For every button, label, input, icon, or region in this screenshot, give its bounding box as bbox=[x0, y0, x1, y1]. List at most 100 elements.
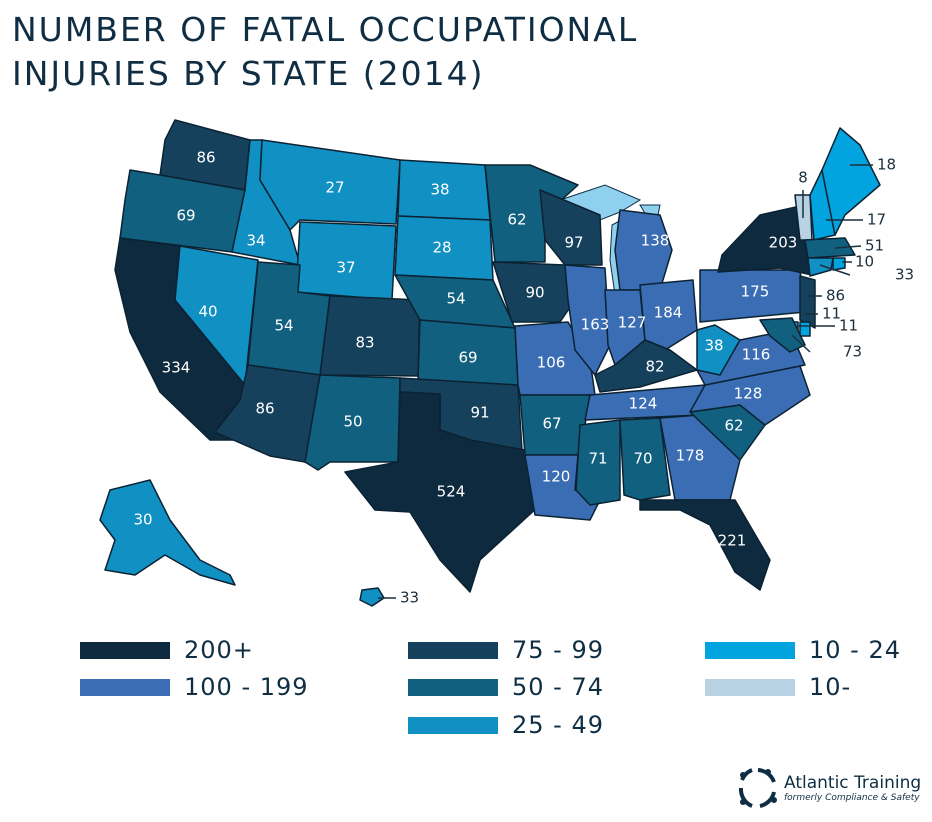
state-ri bbox=[832, 257, 846, 271]
state-value-label: 124 bbox=[629, 395, 658, 413]
state-hi bbox=[359, 587, 385, 607]
state-value-label: 62 bbox=[724, 417, 743, 435]
state-value-label: 127 bbox=[618, 314, 647, 332]
state-value-label: 17 bbox=[867, 211, 886, 229]
title-line-2: INJURIES BY STATE (2014) bbox=[12, 54, 485, 93]
logo-ring-icon bbox=[738, 768, 777, 808]
state-value-label: 120 bbox=[542, 468, 571, 486]
state-value-label: 33 bbox=[400, 589, 419, 607]
state-value-label: 524 bbox=[437, 483, 466, 501]
legend-item: 10 - 24 bbox=[705, 636, 901, 664]
state-value-label: 27 bbox=[325, 179, 344, 197]
legend-item: 75 - 99 bbox=[408, 636, 604, 664]
state-value-label: 86 bbox=[196, 149, 215, 167]
state-value-label: 221 bbox=[718, 532, 747, 550]
title-line-1: NUMBER OF FATAL OCCUPATIONAL bbox=[12, 10, 639, 49]
state-ia bbox=[492, 261, 576, 323]
legend-swatch bbox=[408, 716, 498, 734]
state-value-label: 11 bbox=[822, 305, 841, 323]
map-title: NUMBER OF FATAL OCCUPATIONAL INJURIES BY … bbox=[12, 8, 638, 96]
legend-swatch bbox=[408, 641, 498, 659]
state-value-label: 18 bbox=[877, 156, 896, 174]
state-value-label: 178 bbox=[676, 447, 705, 465]
state-value-label: 184 bbox=[654, 304, 683, 322]
state-de bbox=[799, 321, 811, 337]
state-value-label: 51 bbox=[865, 237, 884, 255]
legend-item: 100 - 199 bbox=[80, 673, 309, 701]
state-wv bbox=[696, 324, 741, 376]
state-ma bbox=[804, 237, 856, 259]
state-value-label: 70 bbox=[633, 450, 652, 468]
state-mi bbox=[614, 209, 673, 291]
state-value-label: 106 bbox=[537, 354, 566, 372]
legend-swatch bbox=[705, 678, 795, 696]
state-nj bbox=[799, 275, 816, 329]
state-tx bbox=[344, 391, 541, 593]
legend-label: 100 - 199 bbox=[184, 673, 309, 701]
state-value-label: 73 bbox=[843, 343, 862, 361]
state-value-label: 11 bbox=[839, 317, 858, 335]
legend-item: 200+ bbox=[80, 636, 254, 664]
state-value-label: 138 bbox=[641, 232, 670, 250]
leader-line bbox=[819, 264, 851, 276]
legend-label: 50 - 74 bbox=[512, 673, 604, 701]
state-value-label: 97 bbox=[564, 234, 583, 252]
state-value-label: 62 bbox=[507, 211, 526, 229]
state-value-label: 37 bbox=[336, 259, 355, 277]
state-value-label: 128 bbox=[734, 385, 763, 403]
state-value-label: 33 bbox=[895, 266, 914, 284]
state-value-label: 28 bbox=[432, 239, 451, 257]
legend-swatch bbox=[80, 678, 170, 696]
state-value-label: 83 bbox=[355, 334, 374, 352]
state-ct bbox=[807, 257, 834, 277]
state-value-label: 34 bbox=[246, 232, 265, 250]
legend-label: 200+ bbox=[184, 636, 254, 664]
state-value-label: 40 bbox=[198, 303, 217, 321]
state-value-label: 86 bbox=[826, 287, 845, 305]
legend-label: 10- bbox=[809, 673, 852, 701]
state-ms bbox=[575, 419, 621, 506]
state-value-label: 10 bbox=[855, 253, 874, 271]
state-fl bbox=[639, 499, 771, 591]
state-value-label: 86 bbox=[255, 400, 274, 418]
state-al bbox=[619, 417, 671, 501]
legend-label: 25 - 49 bbox=[512, 711, 604, 739]
state-value-label: 67 bbox=[542, 415, 561, 433]
state-wi bbox=[539, 189, 603, 266]
state-value-label: 163 bbox=[581, 316, 610, 334]
state-value-label: 203 bbox=[769, 234, 798, 252]
state-value-label: 71 bbox=[588, 450, 607, 468]
leader-line bbox=[791, 334, 811, 353]
state-oh bbox=[639, 279, 698, 351]
legend-item: 10- bbox=[705, 673, 851, 701]
state-value-label: 69 bbox=[458, 349, 477, 367]
state-value-label: 8 bbox=[798, 169, 808, 187]
state-value-label: 54 bbox=[274, 317, 293, 335]
state-md bbox=[759, 317, 806, 353]
state-value-label: 54 bbox=[446, 290, 465, 308]
legend-item: 25 - 49 bbox=[408, 711, 604, 739]
state-value-label: 69 bbox=[176, 207, 195, 225]
state-value-label: 116 bbox=[742, 346, 771, 364]
legend-item: 50 - 74 bbox=[408, 673, 604, 701]
state-value-label: 334 bbox=[162, 359, 191, 377]
state-value-label: 82 bbox=[645, 358, 664, 376]
state-value-label: 90 bbox=[525, 284, 544, 302]
state-value-label: 91 bbox=[470, 404, 489, 422]
legend-label: 75 - 99 bbox=[512, 636, 604, 664]
legend-swatch bbox=[408, 678, 498, 696]
legend-swatch bbox=[705, 641, 795, 659]
state-value-label: 50 bbox=[343, 413, 362, 431]
state-me bbox=[821, 127, 881, 236]
state-value-label: 38 bbox=[430, 181, 449, 199]
atlantic-training-logo: Atlantic Training formerly Compliance & … bbox=[738, 766, 921, 810]
legend-swatch bbox=[80, 641, 170, 659]
state-ky bbox=[594, 339, 698, 393]
state-value-label: 175 bbox=[741, 283, 770, 301]
logo-name: Atlantic Training bbox=[784, 773, 922, 793]
leader-line bbox=[834, 245, 862, 249]
state-value-label: 30 bbox=[133, 511, 152, 529]
state-ak bbox=[99, 479, 236, 586]
state-value-label: 38 bbox=[704, 337, 723, 355]
